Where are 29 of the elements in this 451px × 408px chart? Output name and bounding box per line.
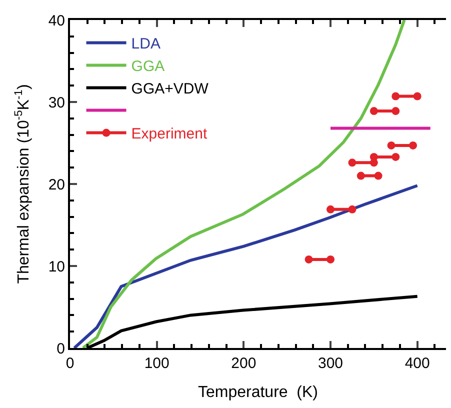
point	[356, 172, 365, 180]
legend-label: GGA+VDW	[131, 80, 210, 98]
legend-label: LDA	[131, 36, 160, 53]
point	[326, 255, 335, 264]
point	[392, 152, 400, 161]
point	[304, 255, 313, 264]
point	[413, 92, 422, 100]
point	[392, 107, 400, 116]
x-tick-label: 100	[144, 355, 170, 372]
point	[387, 141, 396, 150]
y-tick-label: 40	[48, 12, 65, 30]
point	[409, 141, 417, 150]
point	[370, 107, 378, 116]
x-axis-title: Temperature (K)	[198, 384, 318, 402]
y-tick-label: 10	[48, 258, 65, 276]
legend-label: Experiment	[131, 126, 208, 143]
y-tick-label: 20	[48, 176, 65, 194]
x-tick-label: 200	[231, 355, 256, 372]
x-tick-label: 400	[404, 355, 430, 372]
point	[392, 92, 400, 100]
point	[348, 205, 356, 214]
point	[370, 158, 378, 167]
y-tick-label: 0	[56, 340, 65, 358]
point	[348, 158, 356, 167]
legend-label: GGA	[131, 58, 165, 76]
y-tick-label: 30	[48, 94, 65, 112]
point	[326, 205, 335, 214]
x-tick-label: 300	[318, 355, 344, 372]
point	[374, 172, 382, 180]
